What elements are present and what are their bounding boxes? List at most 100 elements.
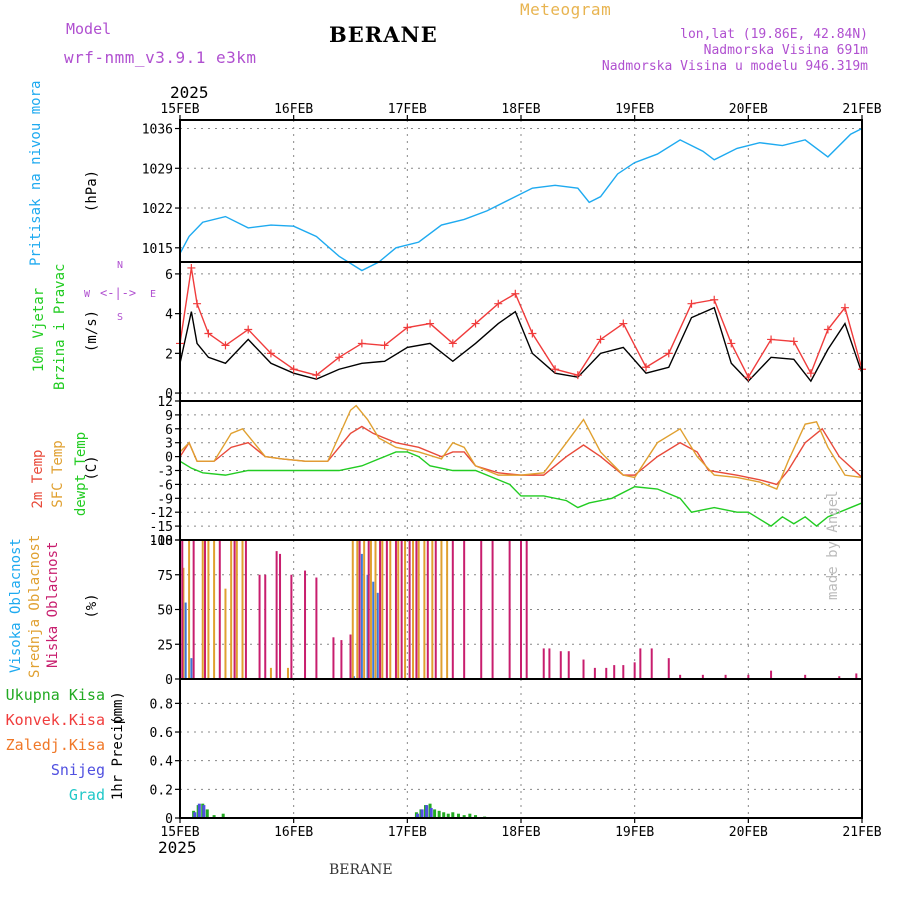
x-tick-label-bottom: 19FEB	[615, 825, 654, 840]
y-tick-label: 12	[157, 395, 173, 410]
y-tick-label: 1022	[142, 202, 173, 217]
bar-snijeg	[193, 812, 197, 818]
bar-niska	[385, 540, 388, 679]
bar-ukupna-kisa	[221, 813, 225, 818]
gust-marker	[266, 349, 275, 358]
panel-frame-precip	[179, 678, 863, 819]
bar-visoka	[360, 553, 363, 679]
y-tick-label: 2	[165, 347, 173, 362]
bar-niska	[264, 574, 267, 679]
y-tick-label: -15	[150, 520, 173, 535]
bar-srednja	[235, 540, 238, 679]
low-cloud-label: Niska Oblacnost	[45, 541, 61, 668]
y-tick-label: 6	[165, 423, 173, 438]
gust-marker	[204, 329, 213, 338]
bar-ukupna-kisa	[456, 813, 460, 818]
sfctemp-label: SFC Temp	[50, 440, 66, 508]
gust-marker	[596, 335, 605, 344]
bar-niska	[770, 670, 773, 679]
watermark: made by Angel	[825, 490, 841, 600]
y-tick-label: -6	[157, 478, 173, 493]
wind-label-2: Brzina i Pravac	[52, 263, 68, 390]
wind-label: 10m Vjetar	[31, 287, 47, 373]
bar-niska	[667, 658, 670, 679]
bar-niska	[304, 570, 307, 679]
bar-niska	[747, 674, 750, 679]
gust-marker	[187, 263, 196, 272]
y-tick-label: 0.2	[150, 783, 173, 798]
y-tick-label: -18	[150, 534, 173, 549]
bar-snijeg	[420, 809, 424, 818]
bar-srednja	[381, 540, 384, 679]
bar-niska	[315, 577, 318, 679]
bar-niska	[855, 673, 858, 679]
bar-ukupna-kisa	[437, 810, 441, 818]
gust-marker	[789, 337, 798, 346]
series-pritisak	[179, 127, 863, 272]
bar-srednja	[397, 540, 400, 679]
x-tick-label-bottom: 21FEB	[842, 825, 881, 840]
bar-visoka	[372, 581, 375, 679]
bar-srednja	[241, 540, 244, 679]
bar-niska	[613, 665, 616, 679]
x-tick-label-top: 21FEB	[842, 102, 881, 117]
data-layer	[176, 127, 866, 818]
y-tick-label: 0	[165, 812, 173, 827]
model-name: wrf-nmm_v3.9.1 e3km	[64, 48, 257, 67]
gust-marker	[448, 339, 457, 348]
x-tick-label-top: 18FEB	[501, 102, 540, 117]
gust-marker	[642, 363, 651, 372]
lonlat-label: lon,lat (19.86E, 42.84N)	[680, 27, 868, 42]
bar-niska	[290, 574, 293, 679]
bar-ukupna-kisa	[212, 815, 216, 818]
x-tick-label-top: 19FEB	[615, 102, 654, 117]
bar-snijeg	[197, 803, 201, 818]
compass-east: E	[150, 289, 157, 300]
bar-niska	[650, 648, 653, 679]
bar-ukupna-kisa	[433, 809, 437, 818]
gust-marker	[357, 339, 366, 348]
bar-srednja	[389, 540, 392, 679]
bar-ukupna-kisa	[205, 809, 209, 818]
bar-srednja	[417, 540, 420, 679]
bar-snijeg	[202, 805, 206, 818]
bar-srednja	[374, 540, 377, 679]
gust-marker	[528, 329, 537, 338]
bar-ukupna-kisa	[462, 815, 466, 818]
bar-niska	[463, 540, 466, 679]
bar-niska	[491, 540, 494, 679]
bar-niska	[701, 674, 704, 679]
frame-layer	[179, 119, 863, 819]
gust-marker	[380, 341, 389, 350]
bar-niska	[367, 540, 370, 679]
pressure-label: Pritisak na nivou mora	[28, 80, 44, 266]
bar-niska	[559, 651, 562, 679]
y-tick-label: 0.4	[150, 755, 174, 770]
y-tick-label: 1036	[142, 123, 173, 138]
bar-srednja	[230, 540, 233, 679]
gust-marker	[840, 303, 849, 312]
bar-niska	[508, 540, 511, 679]
bar-srednja	[440, 540, 443, 679]
x-tick-label-bottom: 15FEB	[160, 825, 199, 840]
high-cloud-label: Visoka Oblacnost	[8, 538, 24, 673]
y-tick-label: 0.6	[150, 726, 173, 741]
gust-marker	[426, 319, 435, 328]
bar-niska	[204, 540, 207, 679]
gust-marker	[193, 299, 202, 308]
gust-marker	[289, 365, 298, 374]
x-tick-label-top: 20FEB	[729, 102, 768, 117]
gust-marker	[335, 353, 344, 362]
bar-srednja	[286, 667, 289, 679]
bar-srednja	[351, 540, 354, 679]
bar-srednja	[412, 540, 415, 679]
bar-niska	[622, 665, 625, 679]
x-tick-label-top: 15FEB	[160, 102, 199, 117]
y-tick-label: 75	[157, 569, 173, 584]
bar-niska	[838, 676, 841, 679]
bar-niska	[548, 648, 551, 679]
model-label: Model	[66, 20, 112, 38]
y-tick-label: 0	[165, 387, 173, 402]
gust-marker	[244, 325, 253, 334]
y-tick-label: 3	[165, 437, 173, 452]
